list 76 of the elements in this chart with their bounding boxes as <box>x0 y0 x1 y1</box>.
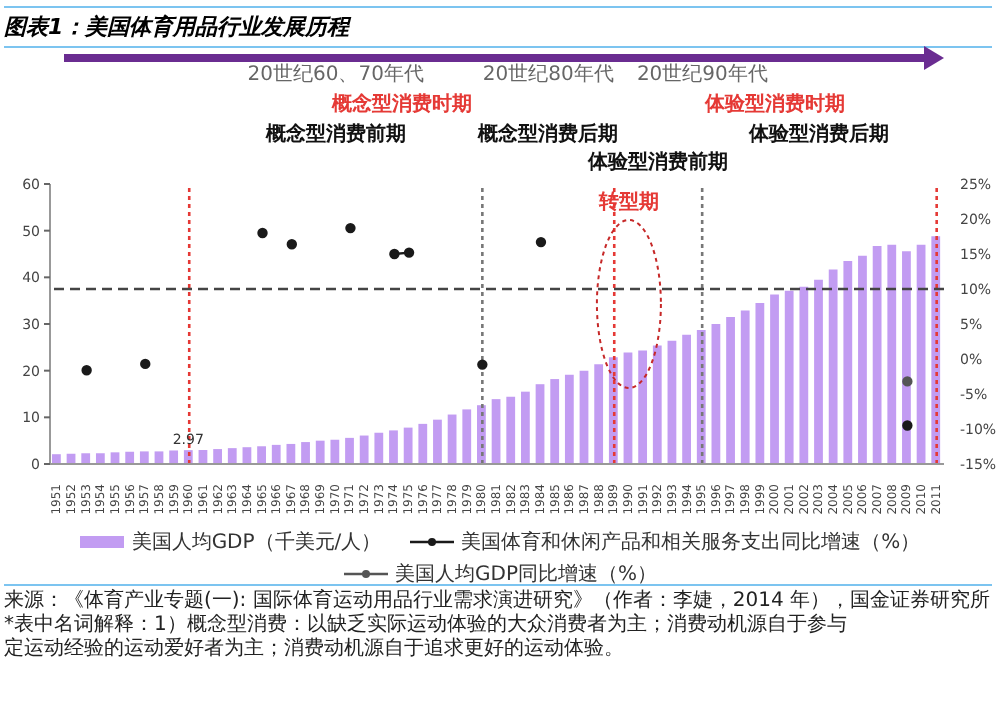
text: 20世纪80年代 <box>482 62 614 86</box>
point <box>140 358 151 370</box>
text: 概念型消费后期 <box>476 122 619 146</box>
chart-title: 图表1：美国体育用品行业发展历程 <box>4 6 992 48</box>
bar <box>139 451 149 464</box>
bar <box>784 290 794 464</box>
bar <box>227 448 237 464</box>
bar <box>95 453 105 464</box>
bar <box>550 379 560 464</box>
bar <box>828 269 838 464</box>
point <box>389 248 400 260</box>
bar <box>301 442 310 464</box>
text: 体验型消费时期 <box>703 92 846 116</box>
bar <box>843 261 853 464</box>
text: 概念型消费前期 <box>263 122 406 146</box>
bar <box>726 317 735 464</box>
bar <box>271 444 281 464</box>
bar <box>491 399 501 464</box>
bar <box>564 374 574 464</box>
point <box>257 227 268 239</box>
point <box>477 359 488 370</box>
bar <box>506 396 516 464</box>
text: 概念型消费时期 <box>329 92 472 116</box>
bar <box>52 454 61 464</box>
bar <box>81 453 91 464</box>
bar <box>682 334 691 464</box>
bar <box>916 244 926 464</box>
bar <box>594 364 604 464</box>
point <box>535 236 547 248</box>
bar <box>667 340 677 464</box>
text: 20世纪90年代 <box>636 62 768 86</box>
bar <box>389 430 398 464</box>
point <box>902 420 913 431</box>
bar <box>872 246 882 464</box>
bar <box>169 450 179 464</box>
bar <box>623 352 633 464</box>
bar <box>755 303 765 464</box>
text: *表中名词解释：1）概念型消费：以缺乏实际运动体验的大众消费者为主；消费动机源自于参与 <box>4 614 849 637</box>
point <box>403 247 415 258</box>
bar <box>257 446 266 464</box>
legend-label: 美国人均GDP（千美元/人） <box>131 529 382 556</box>
bar <box>330 439 340 464</box>
source-note: 来源：《体育产业专题(一): 国际体育运动用品行业需求演进研究》（作者：李婕，2014 年），国金证券研究所 <box>4 590 992 613</box>
bar <box>638 350 648 464</box>
legend-label: 美国体育和休闲产品和相关服务支出同比增速（%） <box>461 529 921 556</box>
bar <box>770 294 779 464</box>
bar <box>433 419 442 464</box>
bar <box>315 440 325 464</box>
point <box>286 239 298 250</box>
text: 20世纪60、70年代 <box>247 62 424 86</box>
bar <box>403 427 413 464</box>
bar <box>711 324 721 464</box>
bar <box>858 255 867 464</box>
bar <box>814 279 823 464</box>
bar <box>462 409 472 464</box>
text: 定运动经验的运动爱好者为主；消费动机源自于追求更好的运动体验。 <box>4 638 626 662</box>
bar <box>740 310 750 464</box>
bar <box>374 432 384 464</box>
bar <box>535 384 545 464</box>
point <box>345 222 356 234</box>
bar <box>125 451 135 464</box>
bar <box>418 423 428 464</box>
bar <box>799 286 809 464</box>
bar <box>652 345 662 464</box>
bar <box>213 449 223 464</box>
bar <box>902 251 911 464</box>
bar <box>359 435 369 464</box>
text: 体验型消费后期 <box>747 122 890 146</box>
text: 体验型消费前期 <box>586 150 729 174</box>
bar <box>887 244 897 464</box>
legend-label: 美国人均GDP同比增速（%） <box>395 561 657 588</box>
bar <box>520 391 530 464</box>
bar <box>579 370 589 464</box>
point <box>81 365 92 376</box>
bar <box>345 437 354 464</box>
bar <box>286 443 296 464</box>
